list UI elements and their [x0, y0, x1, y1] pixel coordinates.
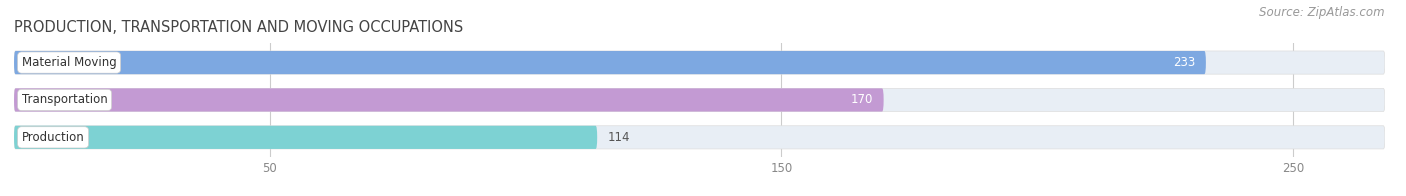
FancyBboxPatch shape — [14, 51, 1385, 74]
FancyBboxPatch shape — [14, 126, 598, 149]
Text: PRODUCTION, TRANSPORTATION AND MOVING OCCUPATIONS: PRODUCTION, TRANSPORTATION AND MOVING OC… — [14, 20, 464, 35]
Text: 233: 233 — [1174, 56, 1195, 69]
FancyBboxPatch shape — [14, 51, 1206, 74]
Text: 114: 114 — [607, 131, 630, 144]
FancyBboxPatch shape — [14, 88, 1385, 112]
Text: Material Moving: Material Moving — [21, 56, 117, 69]
Text: Production: Production — [21, 131, 84, 144]
FancyBboxPatch shape — [14, 126, 1385, 149]
FancyBboxPatch shape — [14, 88, 883, 112]
Text: Transportation: Transportation — [21, 93, 107, 106]
Text: 170: 170 — [851, 93, 873, 106]
Text: Source: ZipAtlas.com: Source: ZipAtlas.com — [1260, 6, 1385, 19]
